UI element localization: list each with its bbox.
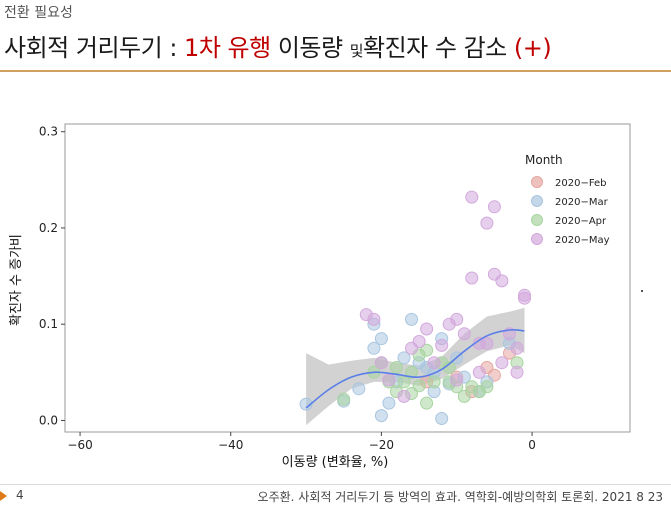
title-part-5: 확진자 수 감소 bbox=[363, 34, 514, 62]
legend-marker bbox=[531, 176, 543, 188]
data-point-series-4 bbox=[465, 190, 479, 204]
y-tick-label: 0.0 bbox=[39, 413, 58, 427]
data-point-series-4 bbox=[457, 327, 471, 341]
data-point-series-4 bbox=[420, 322, 434, 336]
legend-entry-label: 2020−Apr bbox=[555, 216, 607, 227]
data-point-series-4 bbox=[480, 336, 494, 350]
data-point-series-4 bbox=[472, 365, 486, 379]
data-point-series-4 bbox=[412, 335, 426, 348]
data-point-series-4 bbox=[382, 373, 396, 387]
y-tick-label: 0.1 bbox=[39, 317, 58, 331]
data-point-series-4 bbox=[367, 312, 381, 326]
data-point-series-3 bbox=[405, 365, 418, 379]
y-tick-label: 0.3 bbox=[39, 125, 58, 139]
smooth-trend-line bbox=[305, 328, 525, 409]
legend-marker bbox=[531, 214, 543, 226]
page-number: 4 bbox=[16, 488, 24, 502]
data-point-series-3 bbox=[480, 380, 494, 394]
legend-marker bbox=[531, 233, 543, 245]
data-point-series-2 bbox=[374, 409, 388, 423]
title-plus: (+) bbox=[513, 34, 552, 62]
legend-entry-label: 2020−Feb bbox=[555, 178, 607, 189]
data-point-series-4 bbox=[427, 356, 441, 370]
data-point-series-4 bbox=[374, 356, 388, 370]
title-and: 및 bbox=[349, 42, 364, 60]
data-point-series-2 bbox=[367, 341, 381, 355]
data-point-series-2 bbox=[374, 332, 388, 346]
legend-entry-label: 2020−Mar bbox=[555, 197, 609, 208]
data-point-series-4 bbox=[518, 291, 531, 305]
arrow-icon bbox=[0, 491, 7, 501]
data-point-series-4 bbox=[480, 216, 494, 230]
data-point-series-3 bbox=[420, 396, 434, 410]
slide-title: 사회적 거리두기 : 1차 유행 이동량 및확진자 수 감소 (+) bbox=[4, 28, 552, 63]
y-axis-label: 확진자 수 증가비 bbox=[9, 234, 24, 326]
y-tick-label: 0.2 bbox=[39, 221, 58, 235]
title-divider bbox=[0, 70, 671, 72]
data-point-series-4 bbox=[465, 271, 479, 285]
data-point-series-2 bbox=[405, 312, 418, 326]
data-point-series-4 bbox=[487, 200, 501, 214]
x-tick-label: −40 bbox=[218, 438, 243, 452]
data-point-series-2 bbox=[299, 397, 313, 411]
footer-divider bbox=[0, 484, 671, 485]
data-point-series-3 bbox=[337, 392, 351, 406]
legend-title: Month bbox=[525, 153, 563, 167]
data-point-series-4 bbox=[510, 365, 524, 379]
data-point-series-3 bbox=[420, 343, 434, 357]
data-point-series-2 bbox=[435, 412, 449, 425]
data-point-series-3 bbox=[427, 375, 441, 389]
data-point-series-3 bbox=[457, 389, 471, 403]
x-tick-label: −20 bbox=[369, 438, 394, 452]
data-point-series-4 bbox=[450, 312, 464, 326]
data-point-series-4 bbox=[495, 356, 509, 370]
citation: 오주환. 사회적 거리두기 등 방역의 효과. 역학회-예방의학회 토론회. 2… bbox=[257, 490, 663, 504]
legend-entry-label: 2020−May bbox=[555, 235, 610, 246]
data-point-series-3 bbox=[442, 361, 456, 374]
x-tick-label: −60 bbox=[67, 438, 92, 452]
data-point-series-2 bbox=[382, 396, 396, 410]
data-point-series-2 bbox=[397, 351, 411, 365]
plot-panel bbox=[64, 123, 631, 433]
legend-marker bbox=[531, 195, 543, 207]
data-point-series-4 bbox=[450, 373, 464, 387]
data-point-series-4 bbox=[397, 389, 411, 403]
data-point-series-3 bbox=[390, 361, 403, 374]
data-point-series-2 bbox=[352, 382, 366, 396]
edge-mark bbox=[641, 290, 643, 292]
title-part-3: 이동량 bbox=[270, 34, 350, 62]
data-point-series-4 bbox=[495, 274, 509, 288]
data-point-series-3 bbox=[412, 379, 426, 393]
x-axis-label: 이동량 (변화율, %) bbox=[282, 455, 389, 470]
scatter-chart: −60 −40 −20 0 0.0 0.1 0.2 0.3 Month 2020−Feb 2020… bbox=[9, 123, 631, 470]
section-kicker: 전환 필요성 bbox=[4, 5, 73, 21]
data-point-series-4 bbox=[435, 338, 449, 352]
title-part-1: 사회적 거리두기 : bbox=[4, 34, 185, 62]
data-point-series-4 bbox=[510, 341, 524, 355]
x-tick-label: 0 bbox=[528, 438, 536, 452]
title-first-wave: 1차 유행 bbox=[184, 34, 271, 62]
